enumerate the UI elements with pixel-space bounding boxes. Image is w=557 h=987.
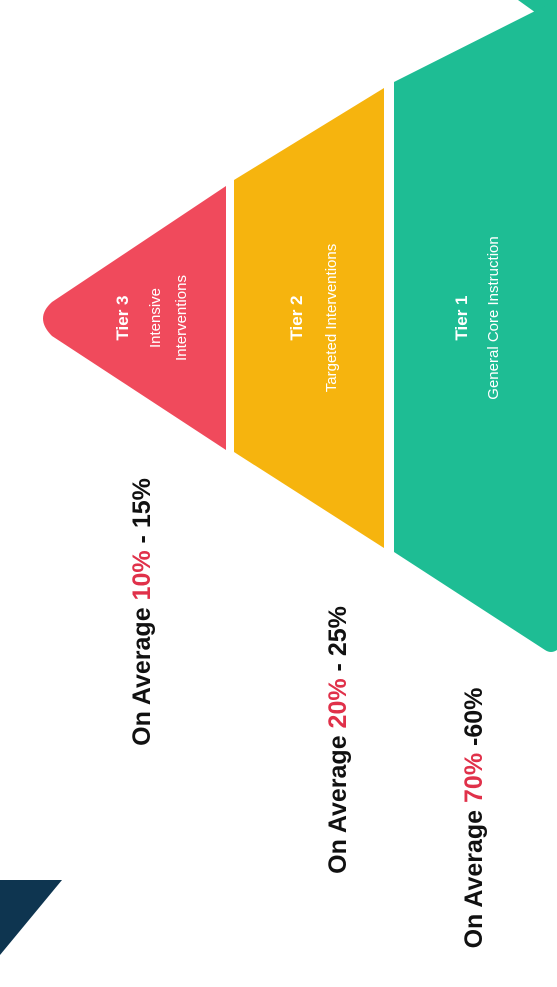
tier2-segment — [234, 88, 384, 548]
tier3-average-suffix: - 15% — [128, 478, 156, 550]
tier2-average-suffix: - 25% — [324, 606, 352, 678]
tier1-average-suffix: -60% — [460, 688, 488, 753]
tier3-description: Intensive — [147, 288, 164, 348]
tier2-description: Targeted Interventions — [323, 244, 340, 392]
tier1-average-prefix: On Average — [460, 803, 488, 948]
tier2-average-percent: 20% — [324, 678, 352, 728]
tier1-title: Tier 1 — [452, 295, 471, 340]
tier3-description-line2: Interventions — [173, 275, 190, 361]
tier3-average-percent: 10% — [128, 550, 156, 600]
tier3-segment — [43, 186, 226, 450]
tier1-segment — [394, 0, 557, 652]
tier1-description: General Core Instruction — [485, 236, 502, 399]
tier3-title: Tier 3 — [113, 295, 132, 340]
tier2-average-prefix: On Average — [324, 728, 352, 873]
tier1-average-percent: 70% — [460, 753, 488, 803]
tier2-title: Tier 2 — [287, 295, 306, 340]
corner-decoration — [0, 880, 62, 955]
tier3-average-prefix: On Average — [128, 600, 156, 745]
tier2-average: On Average 20% - 25% — [324, 606, 352, 874]
tier1-average: On Average 70% -60% — [460, 688, 488, 949]
tier3-average: On Average 10% - 15% — [128, 478, 156, 746]
